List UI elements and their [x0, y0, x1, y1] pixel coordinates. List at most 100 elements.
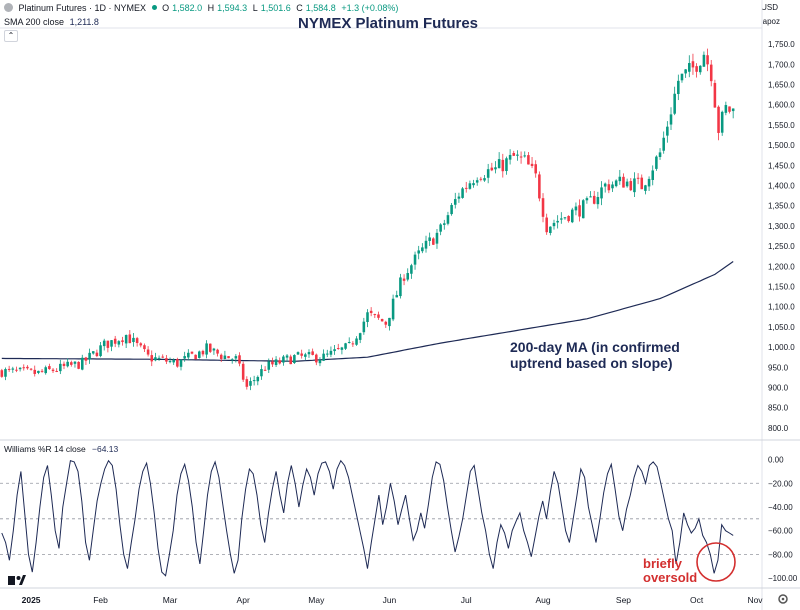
candle — [421, 243, 424, 254]
candle — [640, 174, 644, 190]
candle — [282, 354, 285, 366]
time-axis-label: Mar — [163, 595, 178, 605]
candle — [252, 375, 256, 386]
candle — [66, 358, 69, 368]
symbol-title[interactable]: Platinum Futures · 1D · NYMEX — [18, 3, 147, 13]
candle — [545, 213, 548, 235]
candle — [691, 53, 695, 75]
candle — [168, 357, 172, 364]
ohlc-high: 1,594.3 — [217, 3, 248, 13]
candle — [556, 215, 559, 229]
candle — [95, 349, 99, 358]
candle — [304, 352, 307, 361]
candle — [413, 251, 417, 270]
price-axis-tick: 1,250.0 — [768, 242, 795, 251]
williams-r-line — [1, 459, 734, 577]
candle — [212, 347, 216, 355]
wr-legend[interactable]: Williams %R 14 close — [4, 444, 86, 454]
ma-annotation-line2: uptrend based on slope) — [510, 355, 673, 371]
candle — [351, 341, 355, 347]
candle — [29, 368, 33, 371]
candle — [146, 346, 150, 357]
candle — [70, 360, 73, 367]
candle — [366, 309, 369, 328]
tradingview-logo[interactable] — [8, 575, 26, 585]
candle — [296, 351, 300, 356]
candle — [139, 342, 143, 348]
candle — [4, 367, 7, 381]
collapse-legend-button[interactable]: ⌃ — [4, 30, 18, 42]
candle — [106, 340, 110, 353]
candle — [410, 263, 413, 279]
candle — [190, 351, 194, 355]
candle — [99, 342, 102, 358]
sma-label[interactable]: SMA 200 close — [4, 17, 65, 27]
candle — [538, 171, 541, 202]
candle — [293, 354, 296, 364]
candle — [132, 333, 135, 347]
price-axis-tick: 1,350.0 — [768, 202, 795, 211]
candle — [238, 352, 241, 367]
candle — [494, 161, 497, 174]
candle — [37, 370, 40, 375]
price-axis-tick: 1,650.0 — [768, 81, 795, 90]
candle — [84, 356, 88, 366]
dot-indicator — [151, 5, 157, 10]
candle — [165, 355, 168, 365]
candle — [300, 349, 303, 359]
price-axis-tick: 950.0 — [768, 363, 789, 372]
chart-title: NYMEX Platinum Futures — [298, 15, 478, 32]
candle — [333, 345, 336, 355]
price-axis-tick: 850.0 — [768, 404, 789, 413]
candle — [698, 65, 702, 75]
candle — [278, 357, 282, 365]
candle — [183, 351, 186, 362]
wr-axis-tick: −60.00 — [768, 527, 793, 536]
candle — [570, 207, 574, 224]
candle — [450, 203, 453, 216]
wr-legend-value: −64.13 — [92, 444, 119, 454]
candle — [669, 107, 673, 131]
candle — [88, 348, 91, 364]
candle — [62, 361, 66, 370]
candle — [234, 354, 238, 363]
ma-annotation-line1: 200-day MA (in confirmed — [510, 339, 680, 355]
candle — [706, 48, 709, 72]
candle — [117, 340, 121, 348]
candle — [113, 335, 117, 348]
candle — [391, 294, 395, 322]
price-axis-tick: 1,200.0 — [768, 262, 795, 271]
settings-gear-icon[interactable] — [778, 594, 788, 604]
currency-label[interactable]: USD — [761, 3, 778, 12]
price-axis-tick: 1,150.0 — [768, 283, 795, 292]
candle — [552, 219, 556, 230]
price-axis-tick: 1,050.0 — [768, 323, 795, 332]
candle — [402, 274, 406, 286]
candle — [713, 79, 717, 108]
candle — [157, 355, 161, 361]
candle — [629, 178, 633, 192]
candle — [198, 350, 201, 359]
candle — [662, 131, 665, 154]
candle — [567, 215, 570, 223]
candle — [15, 366, 18, 373]
chart-header: Platinum Futures · 1D · NYMEX O 1,582.0 H… — [4, 3, 401, 13]
candle — [483, 175, 486, 182]
wr-axis-tick: −20.00 — [768, 479, 793, 488]
candle — [373, 313, 377, 319]
scale-mode-label[interactable]: apoz — [762, 17, 780, 26]
price-axis-tick: 1,000.0 — [768, 343, 795, 352]
candle — [432, 237, 435, 245]
candle — [249, 377, 252, 391]
ohlc-close-label: C — [296, 3, 303, 13]
candle — [424, 235, 428, 253]
candle — [245, 376, 249, 390]
candle — [77, 361, 80, 370]
candle — [154, 352, 157, 362]
candle — [322, 349, 325, 362]
candle — [541, 193, 545, 223]
candle — [208, 343, 212, 353]
wr-axis-tick: −80.00 — [768, 550, 793, 559]
candle — [647, 176, 651, 191]
candle — [443, 219, 446, 230]
